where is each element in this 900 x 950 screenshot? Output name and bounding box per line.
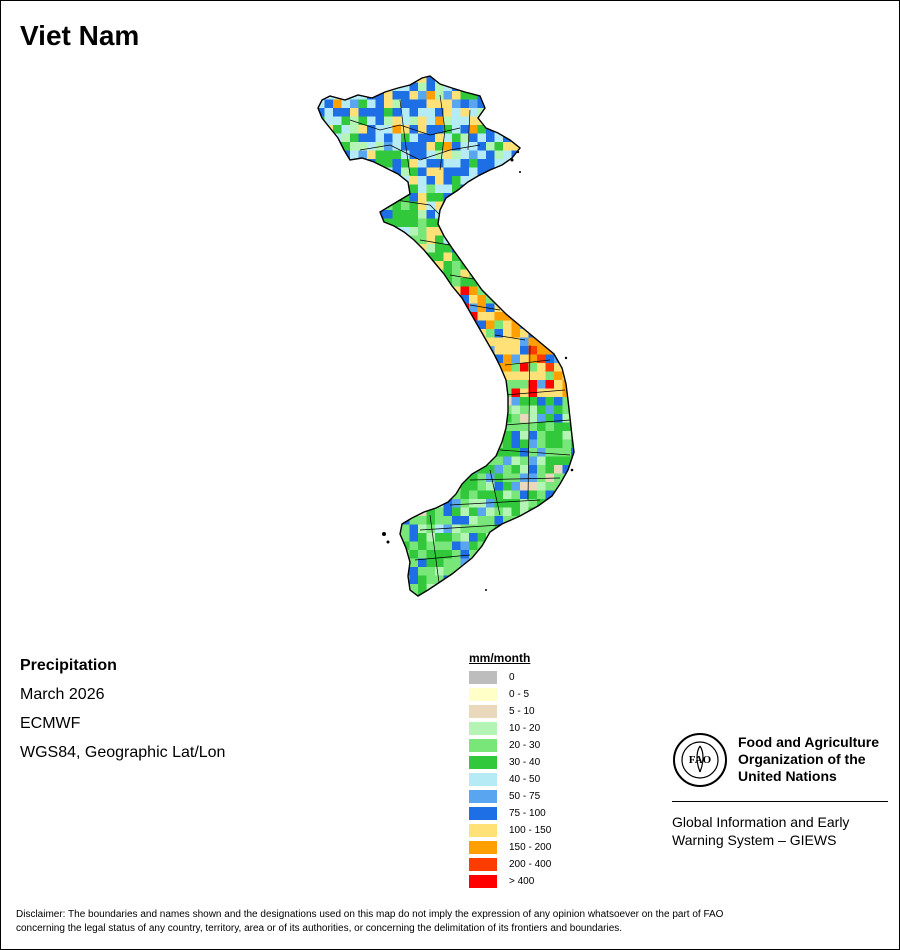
- legend-swatch: [469, 841, 497, 854]
- legend-item: > 400: [469, 873, 551, 890]
- org-name-line-1: Food and Agriculture: [738, 734, 880, 750]
- precipitation-map: [317, 75, 575, 597]
- legend-label: 0: [509, 672, 515, 683]
- legend-title: mm/month: [469, 651, 531, 665]
- map-title: Viet Nam: [20, 20, 140, 51]
- system-name: Global Information and Early Warning Sys…: [672, 813, 849, 849]
- source-label: ECMWF: [20, 715, 81, 732]
- precipitation-grid: [318, 76, 574, 596]
- map-metadata: Precipitation March 2026 ECMWF WGS84, Ge…: [20, 656, 225, 772]
- legend-classes: 0 0 - 5 5 - 10 10 - 20 20 - 30 30 - 40 40 - 50…: [469, 669, 551, 890]
- variable-label: Precipitation: [20, 657, 117, 674]
- legend-label: 40 - 50: [509, 774, 541, 785]
- legend-label: 20 - 30: [509, 740, 541, 751]
- period-label: March 2026: [20, 686, 105, 703]
- legend-label: > 400: [509, 876, 535, 887]
- org-name-line-3: United Nations: [738, 768, 837, 784]
- legend-item: 10 - 20: [469, 720, 551, 737]
- legend-item: 40 - 50: [469, 771, 551, 788]
- legend-item: 5 - 10: [469, 703, 551, 720]
- org-name-line-2: Organization of the: [738, 751, 866, 767]
- legend-label: 75 - 100: [509, 808, 546, 819]
- legend-label: 50 - 75: [509, 791, 541, 802]
- legend-label: 150 - 200: [509, 842, 552, 853]
- fao-logo-icon: FAO: [673, 733, 727, 787]
- legend-swatch: [469, 875, 497, 888]
- legend-item: 75 - 100: [469, 805, 551, 822]
- legend-swatch: [469, 671, 497, 684]
- legend-swatch: [469, 858, 497, 871]
- legend-label: 200 - 400: [509, 859, 552, 870]
- legend-label: 30 - 40: [509, 757, 541, 768]
- organization-name: Food and Agriculture Organization of the…: [738, 734, 879, 785]
- system-name-line-1: Global Information and Early: [672, 814, 850, 830]
- disclaimer-line-2: concerning the legal status of any count…: [16, 923, 623, 934]
- disclaimer: Disclaimer: The boundaries and names sho…: [16, 908, 884, 936]
- legend-item: 150 - 200: [469, 839, 551, 856]
- projection-label: WGS84, Geographic Lat/Lon: [20, 744, 226, 761]
- legend-swatch: [469, 824, 497, 837]
- legend-swatch: [469, 756, 497, 769]
- legend-swatch: [469, 807, 497, 820]
- legend-item: 50 - 75: [469, 788, 551, 805]
- fao-logo-text: FAO: [689, 754, 712, 766]
- legend-label: 0 - 5: [509, 689, 530, 700]
- legend-swatch: [469, 773, 497, 786]
- legend-swatch: [469, 705, 497, 718]
- legend: mm/month 0 0 - 5 5 - 10 10 - 20 20 - 30 30 - …: [469, 651, 551, 890]
- disclaimer-line-1: Disclaimer: The boundaries and names sho…: [16, 909, 724, 920]
- legend-swatch: [469, 739, 497, 752]
- legend-item: 100 - 150: [469, 822, 551, 839]
- legend-swatch: [469, 790, 497, 803]
- legend-item: 0 - 5: [469, 686, 551, 703]
- legend-item: 200 - 400: [469, 856, 551, 873]
- legend-item: 0: [469, 669, 551, 686]
- legend-label: 5 - 10: [509, 706, 535, 717]
- legend-label: 100 - 150: [509, 825, 552, 836]
- legend-item: 30 - 40: [469, 754, 551, 771]
- legend-label: 10 - 20: [509, 723, 541, 734]
- legend-swatch: [469, 722, 497, 735]
- divider: [672, 801, 888, 802]
- islands: [382, 150, 574, 591]
- system-name-line-2: Warning System – GIEWS: [672, 832, 837, 848]
- legend-item: 20 - 30: [469, 737, 551, 754]
- province-boundaries: [349, 94, 571, 591]
- legend-swatch: [469, 688, 497, 701]
